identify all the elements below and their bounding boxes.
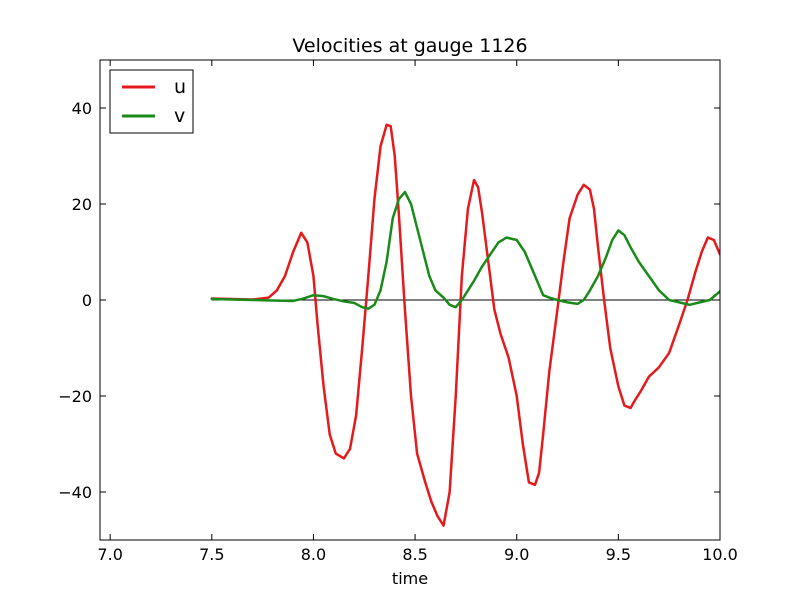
legend-box — [109, 69, 194, 134]
legend: u v — [109, 69, 194, 134]
x-tick-label: 8.5 — [402, 545, 427, 564]
series-line-v — [210, 190, 720, 310]
y-tick-label: 40 — [72, 99, 92, 118]
x-tick-label: 10.0 — [702, 545, 738, 564]
x-axis-label: time — [392, 569, 428, 588]
x-tick-label: 9.5 — [606, 545, 631, 564]
y-tick-label: −40 — [58, 483, 92, 502]
x-tick-label: 7.0 — [97, 545, 122, 564]
legend-label-u: u — [174, 76, 186, 98]
chart-title: Velocities at gauge 1126 — [292, 35, 527, 57]
series-layer — [210, 123, 720, 527]
y-tick-label: −20 — [58, 387, 92, 406]
y-tick-label: 0 — [82, 291, 92, 310]
legend-label-v: v — [174, 105, 185, 127]
series-line-u — [210, 123, 720, 527]
x-tick-label: 8.0 — [301, 545, 326, 564]
x-tick-label: 9.0 — [504, 545, 529, 564]
y-tick-label: 20 — [72, 195, 92, 214]
x-tick-label: 7.5 — [199, 545, 224, 564]
tick-layer: 7.0 7.5 8.0 8.5 9.0 9.5 10.0 −40 −20 0 20 40 — [58, 60, 738, 564]
